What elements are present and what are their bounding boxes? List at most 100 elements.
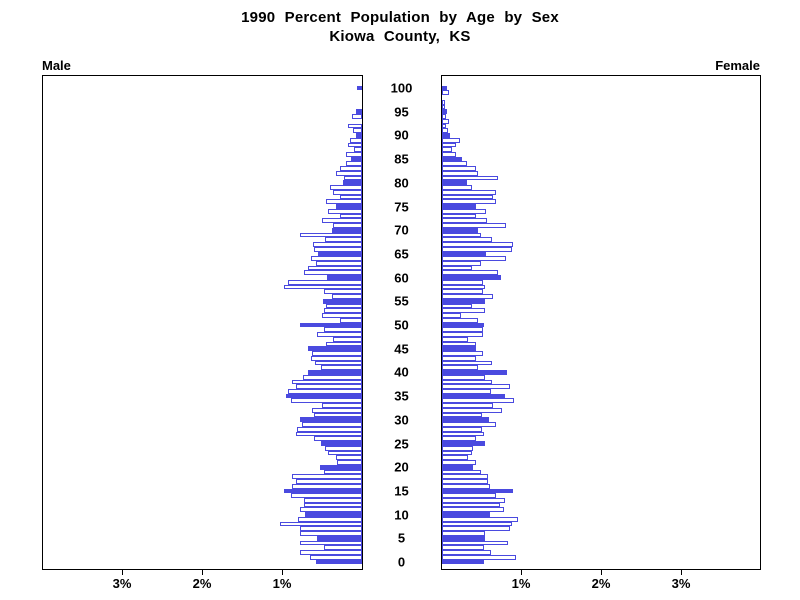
male-bar-age-8	[280, 521, 362, 527]
female-bar-age-77	[442, 194, 494, 200]
male-bar-age-88	[347, 142, 362, 148]
age-tick-label-5: 5	[397, 530, 406, 546]
male-bar-age-43	[310, 355, 362, 361]
female-bar-age-17	[442, 479, 488, 484]
male-panel-label: Male	[42, 58, 71, 73]
male-bar-age-15	[283, 488, 362, 494]
male-bar-age-18	[291, 474, 362, 480]
female-bar-age-33	[442, 403, 494, 408]
male-bar-age-56	[332, 294, 362, 299]
male-bar-age-83	[339, 166, 362, 171]
female-bar-age-40	[442, 370, 507, 375]
female-bar-age-66	[442, 246, 512, 252]
male-bar-age-38	[292, 379, 362, 385]
female-bar-age-14	[442, 493, 496, 498]
female-bar-age-5	[442, 535, 486, 541]
male-bar-age-13	[303, 498, 362, 503]
female-bar-age-96	[442, 104, 446, 110]
male-tick-label-1%: 1%	[272, 576, 292, 591]
male-bar-age-53	[323, 308, 362, 314]
male-bar-age-58	[284, 284, 362, 290]
age-tick-label-100: 100	[390, 80, 413, 96]
female-bar-age-89	[442, 137, 460, 143]
male-bar-age-54	[326, 303, 362, 309]
female-bar-age-24	[442, 445, 474, 451]
male-tick-2%	[202, 570, 203, 575]
male-bar-age-19	[324, 469, 362, 475]
female-bar-age-41	[442, 365, 478, 371]
female-bar-age-36	[442, 388, 491, 394]
male-bar-age-76	[326, 199, 362, 205]
female-bar-age-8	[442, 521, 513, 527]
female-bar-age-87	[442, 147, 452, 152]
male-bar-age-91	[353, 128, 362, 134]
male-bar-age-95	[355, 109, 362, 115]
male-bar-age-2	[299, 550, 362, 555]
female-bar-age-49	[442, 327, 483, 333]
female-bar-age-38	[442, 379, 493, 385]
female-bar-age-84	[442, 161, 467, 167]
male-bar-age-59	[288, 279, 362, 285]
female-bar-age-4	[442, 540, 509, 546]
female-bar-age-78	[442, 189, 496, 195]
female-bar-age-51	[442, 317, 478, 323]
female-bar-age-25	[442, 441, 486, 446]
female-bar-age-10	[442, 512, 490, 517]
male-bar-age-75	[335, 204, 362, 209]
female-bar-age-2	[442, 550, 491, 555]
female-bar-age-90	[442, 133, 450, 138]
male-bar-age-82	[335, 170, 362, 176]
female-bar-age-26	[442, 436, 476, 442]
female-bar-age-23	[442, 450, 473, 456]
female-bar-age-93	[442, 118, 450, 124]
male-bar-age-25	[321, 441, 362, 446]
male-bar-age-66	[314, 246, 362, 252]
male-bar-age-30	[300, 417, 362, 423]
female-bar-age-61	[442, 270, 498, 276]
female-bar-age-71	[442, 223, 506, 228]
female-bar-age-30	[442, 417, 490, 423]
female-bar-age-39	[442, 374, 486, 380]
female-bar-age-48	[442, 332, 483, 337]
female-tick-2%	[601, 570, 602, 575]
male-bar-age-31	[314, 412, 362, 418]
male-bar-age-90	[355, 133, 362, 138]
female-bar-age-16	[442, 483, 490, 489]
male-bar-age-49	[324, 327, 362, 333]
female-bar-age-18	[442, 474, 488, 480]
male-bar-age-87	[354, 147, 362, 152]
female-bar-age-81	[442, 175, 498, 181]
age-tick-label-90: 90	[394, 127, 409, 143]
female-bar-age-73	[442, 213, 477, 219]
age-tick-label-55: 55	[394, 293, 409, 309]
male-bar-age-17	[296, 479, 362, 484]
male-bar-age-62	[307, 265, 362, 271]
male-bar-age-78	[333, 189, 362, 195]
female-bar-age-88	[442, 142, 456, 148]
male-bar-age-73	[340, 213, 362, 219]
male-bar-age-64	[310, 256, 362, 261]
age-tick-label-35: 35	[394, 388, 409, 404]
male-bar-age-0	[315, 559, 362, 565]
male-bar-age-74	[328, 208, 362, 214]
female-bar-age-34	[442, 398, 514, 404]
male-bar-age-55	[322, 298, 362, 304]
male-bar-age-41	[321, 365, 362, 371]
female-bar-age-74	[442, 208, 486, 214]
female-bar-age-79	[442, 185, 473, 190]
male-bar-age-29	[302, 422, 362, 427]
male-bar-age-6	[299, 531, 362, 536]
female-bar-age-54	[442, 303, 473, 309]
female-bar-age-1	[442, 554, 516, 560]
male-bar-age-24	[325, 445, 362, 451]
female-bar-age-85	[442, 156, 462, 162]
female-bar-age-62	[442, 265, 473, 271]
female-bar-age-20	[442, 464, 474, 470]
male-tick-3%	[122, 570, 123, 575]
male-bar-age-57	[323, 289, 362, 295]
female-bar-age-75	[442, 204, 476, 209]
female-bar-age-47	[442, 336, 468, 342]
male-bar-age-81	[344, 175, 362, 181]
male-bar-age-12	[304, 502, 362, 508]
